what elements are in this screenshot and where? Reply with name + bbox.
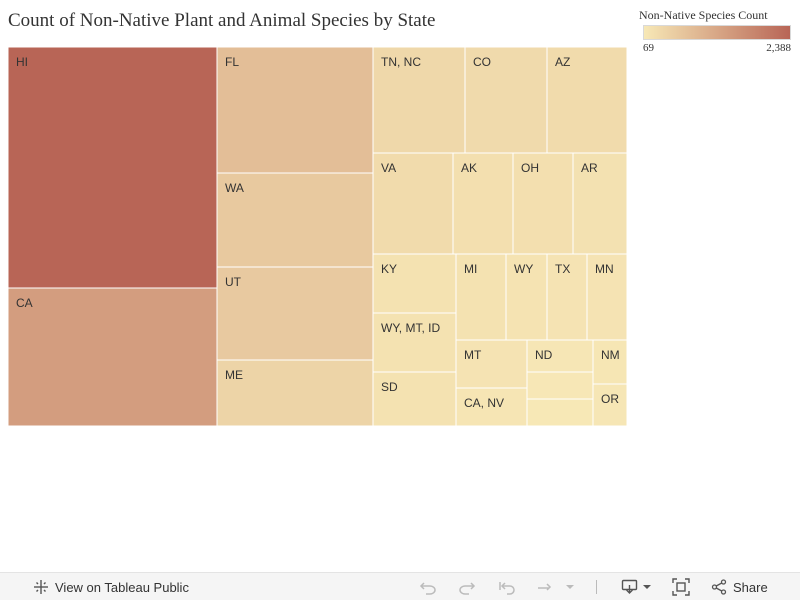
view-on-tableau-button[interactable]: View on Tableau Public [33,573,189,601]
treemap-cell-label: KY [381,262,397,276]
redo-icon [458,579,476,595]
treemap-cell-label: OH [521,161,539,175]
fullscreen-button[interactable] [672,573,690,601]
treemap-cell-label: AK [461,161,477,175]
treemap-cell-label: CA [16,296,33,310]
treemap-cell[interactable] [572,152,628,255]
revert-button[interactable] [498,573,516,601]
tableau-logo-icon [33,579,49,595]
treemap-cell[interactable] [216,266,374,361]
treemap-cell[interactable] [216,172,374,268]
treemap-cell-label: VA [381,161,396,175]
treemap-cell[interactable] [372,152,454,255]
legend-title: Non-Native Species Count [639,8,768,22]
treemap-cell[interactable] [372,312,457,373]
undo-icon [419,579,437,595]
treemap-cell[interactable] [8,287,218,427]
fullscreen-icon [672,578,690,596]
download-button[interactable] [621,573,652,601]
treemap-cell-label: HI [16,55,28,69]
treemap-cell[interactable] [592,339,628,385]
treemap-cell-label: CA, NV [464,396,504,410]
redo-button[interactable] [458,573,476,601]
treemap-cell[interactable] [372,47,466,154]
treemap-cell-label: ME [225,368,243,382]
legend-min-label: 69 [643,42,654,54]
treemap-cell[interactable] [505,253,548,341]
treemap-cell[interactable] [526,371,594,400]
treemap-cell-label: WA [225,181,244,195]
chart-title: Count of Non-Native Plant and Animal Spe… [8,10,436,31]
treemap-cell-label: TN, NC [381,55,421,69]
treemap-cell-label: CO [473,55,491,69]
treemap-cell-label: MI [464,262,477,276]
treemap-chart[interactable]: HI CA FL WA UT ME TN, NC CO AZ VA AK OH AR KY WY, MT, … [8,47,628,427]
view-on-tableau-label: View on Tableau Public [55,579,189,595]
treemap-cell[interactable] [216,359,374,427]
legend-max-label: 2,388 [766,42,791,54]
refresh-icon [536,579,554,595]
treemap-cell[interactable] [455,253,507,341]
treemap-cell[interactable] [464,47,548,154]
treemap-cell-label: MN [595,262,614,276]
treemap-cell-label: UT [225,275,242,289]
treemap-cell[interactable] [216,47,374,174]
chevron-down-icon [565,583,575,591]
treemap-cell[interactable] [455,387,528,427]
treemap-cell-label: AZ [555,55,570,69]
treemap-cell[interactable] [526,339,594,373]
treemap-cell[interactable] [8,47,218,289]
treemap-cell-label: SD [381,380,398,394]
treemap-cell-label: NM [601,348,620,362]
tableau-toolbar: View on Tableau Public [0,572,800,600]
treemap-cell[interactable] [546,47,628,154]
treemap-cell[interactable] [526,398,594,427]
treemap-cell[interactable] [372,371,457,427]
refresh-dropdown[interactable] [565,573,575,601]
treemap-cell-label: OR [601,392,619,406]
treemap-cell-label: ND [535,348,553,362]
treemap-cell-label: WY, MT, ID [381,321,440,335]
undo-button[interactable] [419,573,437,601]
chevron-down-icon [642,583,652,591]
share-icon [711,579,727,595]
treemap-cell-label: MT [464,348,482,362]
share-label: Share [733,579,768,595]
download-icon [621,579,639,595]
toolbar-divider [596,580,597,594]
treemap-cell-label: TX [555,262,570,276]
legend-color-ramp [643,25,791,40]
treemap-cell-label: AR [581,161,598,175]
treemap-cell-label: WY [514,262,533,276]
refresh-button[interactable] [536,573,554,601]
revert-icon [498,579,516,595]
share-button[interactable]: Share [711,573,768,601]
treemap-cell[interactable] [592,383,628,427]
treemap-cell-label: FL [225,55,239,69]
